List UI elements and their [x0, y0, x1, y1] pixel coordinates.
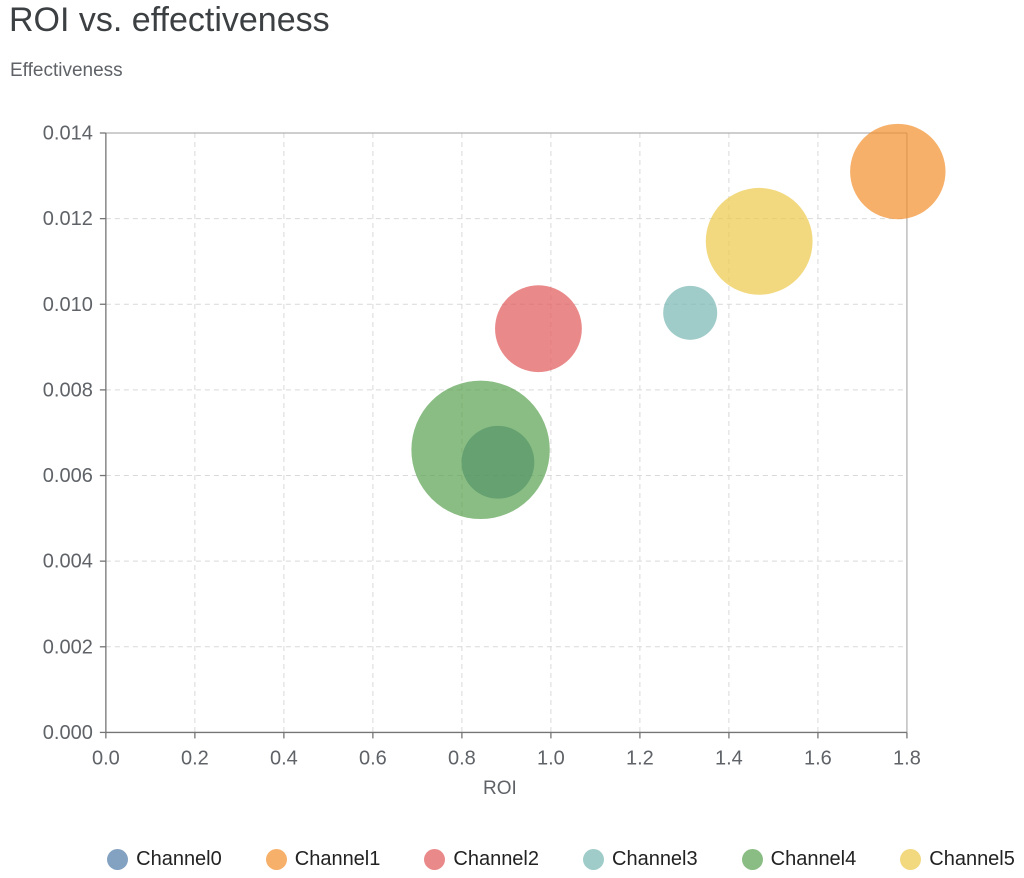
svg-text:1.6: 1.6 — [804, 747, 832, 769]
svg-text:0.000: 0.000 — [43, 722, 93, 744]
svg-text:0.0: 0.0 — [92, 747, 120, 769]
svg-text:0.4: 0.4 — [270, 747, 298, 769]
svg-text:0.004: 0.004 — [43, 551, 93, 573]
svg-text:0.008: 0.008 — [43, 379, 93, 401]
svg-text:0.006: 0.006 — [43, 465, 93, 487]
svg-text:1.8: 1.8 — [893, 747, 921, 769]
svg-text:1.2: 1.2 — [626, 747, 654, 769]
svg-text:0.6: 0.6 — [359, 747, 387, 769]
svg-text:0.010: 0.010 — [43, 294, 93, 316]
svg-text:1.4: 1.4 — [715, 747, 743, 769]
svg-text:1.0: 1.0 — [537, 747, 565, 769]
svg-text:0.2: 0.2 — [181, 747, 209, 769]
svg-text:0.002: 0.002 — [43, 636, 93, 658]
svg-text:0.8: 0.8 — [448, 747, 476, 769]
svg-text:0.012: 0.012 — [43, 208, 93, 230]
svg-text:0.014: 0.014 — [43, 123, 93, 145]
